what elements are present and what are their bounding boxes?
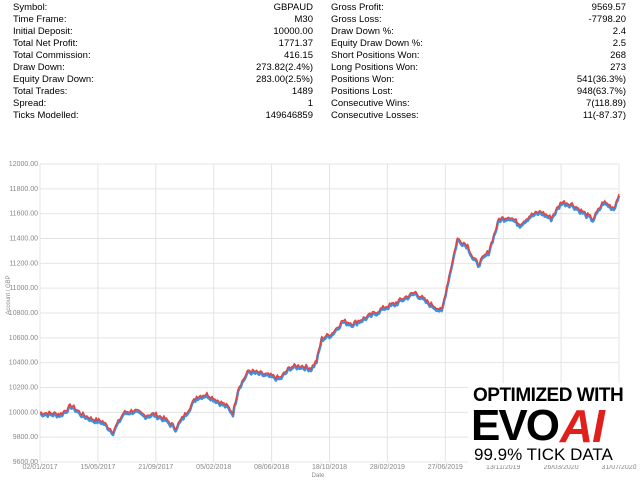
logo-wordmark: EVO AI [471, 400, 605, 452]
stat-label: Long Positions Won: [331, 62, 418, 73]
x-tick-label: 13/11/2019 [486, 464, 521, 471]
stat-value: 2.5 [612, 38, 626, 49]
stat-label: Equity Draw Down %: [331, 38, 423, 49]
stat-label: Gross Profit: [331, 2, 384, 13]
stat-label: Draw Down: [13, 62, 65, 73]
stats-left-column: Symbol: GBPAUD Time Frame: M30 Initial Depos… [13, 2, 313, 122]
stat-row: Initial Deposit: 10000.00 [13, 26, 313, 38]
x-tick-label: 28/02/2019 [370, 464, 405, 471]
stat-row: Consecutive Wins: 7(118.89) [331, 98, 626, 110]
stat-row: Equity Draw Down: 283.00(2.5%) [13, 74, 313, 86]
x-axis-ticks: 02/01/2017 15/05/2017 21/09/2017 05/02/2018… [22, 464, 636, 471]
stat-row: Short Positions Won: 268 [331, 50, 626, 62]
y-tick-label: 10600.00 [9, 335, 38, 342]
stat-label: Total Commission: [13, 50, 91, 61]
stat-value: 9569.57 [591, 2, 626, 13]
stat-row: Consecutive Losses: 11(-87.37) [331, 110, 626, 122]
stat-label: Positions Won: [331, 74, 395, 85]
y-tick-label: 9600.00 [13, 459, 38, 466]
equity-line [39, 195, 621, 437]
x-tick-label: 21/09/2017 [138, 464, 173, 471]
stat-row: Ticks Modelled: 149646859 [13, 110, 313, 122]
stat-label: Total Trades: [13, 86, 68, 97]
y-tick-label: 11800.00 [9, 186, 38, 193]
logo-tagline: OPTIMIZED WITH [473, 385, 624, 406]
stat-value: 10000.00 [273, 26, 313, 37]
y-axis-ticks: 9600.00 9800.00 10000.00 10200.00 10400.00 10… [9, 161, 38, 466]
stat-row: Equity Draw Down %: 2.5 [331, 38, 626, 50]
stat-label: Ticks Modelled: [13, 110, 79, 121]
y-tick-label: 11400.00 [9, 236, 38, 243]
stat-label: Draw Down %: [331, 26, 394, 37]
x-tick-label: 27/06/2019 [428, 464, 463, 471]
stat-value: 948(63.7%) [576, 86, 626, 97]
stat-value: 416.15 [283, 50, 313, 61]
logo-subline: 99.9% TICK DATA [474, 445, 613, 464]
stat-row: Long Positions Won: 273 [331, 62, 626, 74]
stat-row: Symbol: GBPAUD [13, 2, 313, 14]
stat-label: Positions Lost: [331, 86, 393, 97]
stat-row: Gross Profit: 9569.57 [331, 2, 626, 14]
stat-value: 273 [610, 62, 626, 73]
x-tick-label: 31/07/2020 [601, 464, 636, 471]
stat-row: Positions Lost: 948(63.7%) [331, 86, 626, 98]
stat-row: Positions Won: 541(36.3%) [331, 74, 626, 86]
stat-label: Initial Deposit: [13, 26, 73, 37]
balance-line [39, 193, 620, 434]
stat-value: 541(36.3%) [576, 74, 626, 85]
y-axis-label: Account / GBP [6, 275, 12, 314]
stat-row: Total Net Profit: 1771.37 [13, 38, 313, 50]
stat-value: 11(-87.37) [582, 110, 626, 121]
x-tick-label: 08/06/2018 [254, 464, 289, 471]
stat-row: Draw Down %: 2.4 [331, 26, 626, 38]
stat-value: 268 [610, 50, 626, 61]
x-tick-label: 15/05/2017 [80, 464, 115, 471]
stat-row: Time Frame: M30 [13, 14, 313, 26]
stats-right-column: Gross Profit: 9569.57 Gross Loss: -7798.20 D… [331, 2, 626, 122]
y-tick-label: 10200.00 [9, 385, 38, 392]
stat-value: 149646859 [265, 110, 313, 121]
x-tick-label: 26/03/2020 [544, 464, 579, 471]
evo-ai-logo: OPTIMIZED WITH EVO AI 99.9% TICK DATA [468, 383, 634, 465]
stat-row: Total Commission: 416.15 [13, 50, 313, 62]
stat-value: 7(118.89) [586, 98, 626, 109]
x-tick-label: 02/01/2017 [22, 464, 57, 471]
logo-ai-text: AI [559, 400, 605, 452]
stat-row: Gross Loss: -7798.20 [331, 14, 626, 26]
stat-row: Spread: 1 [13, 98, 313, 110]
y-tick-label: 11000.00 [9, 285, 38, 292]
stat-label: Symbol: [13, 2, 48, 13]
stat-row: Draw Down: 273.82(2.4%) [13, 62, 313, 74]
stat-label: Total Net Profit: [13, 38, 78, 49]
stat-value: -7798.20 [588, 14, 626, 25]
logo-evo-text: EVO [471, 401, 560, 450]
stat-label: Time Frame: [13, 14, 67, 25]
stat-label: Consecutive Losses: [331, 110, 419, 121]
stat-label: Gross Loss: [331, 14, 382, 25]
x-tick-label: 05/02/2018 [196, 464, 231, 471]
y-tick-label: 11600.00 [9, 211, 38, 218]
y-tick-label: 10400.00 [9, 360, 38, 367]
stat-label: Short Positions Won: [331, 50, 420, 61]
stat-value: 2.4 [612, 26, 626, 37]
stats-panel: Symbol: GBPAUD Time Frame: M30 Initial Depos… [0, 0, 640, 124]
y-tick-label: 10000.00 [9, 409, 38, 416]
y-tick-label: 12000.00 [9, 161, 38, 168]
stat-value: 273.82(2.4%) [255, 62, 313, 73]
y-tick-label: 10800.00 [9, 310, 38, 317]
stat-value: 283.00(2.5%) [255, 74, 313, 85]
stat-value: GBPAUD [273, 2, 313, 13]
stat-label: Consecutive Wins: [331, 98, 410, 109]
x-tick-label: 18/10/2018 [312, 464, 347, 471]
stat-value: M30 [294, 14, 313, 25]
stat-value: 1 [307, 98, 313, 109]
stat-label: Equity Draw Down: [13, 74, 94, 85]
stat-value: 1771.37 [278, 38, 313, 49]
x-axis-label: Date [312, 473, 325, 479]
y-tick-label: 11200.00 [9, 260, 38, 267]
stat-row: Total Trades: 1489 [13, 86, 313, 98]
stat-value: 1489 [291, 86, 313, 97]
y-tick-label: 9800.00 [13, 434, 38, 441]
stat-label: Spread: [13, 98, 47, 109]
